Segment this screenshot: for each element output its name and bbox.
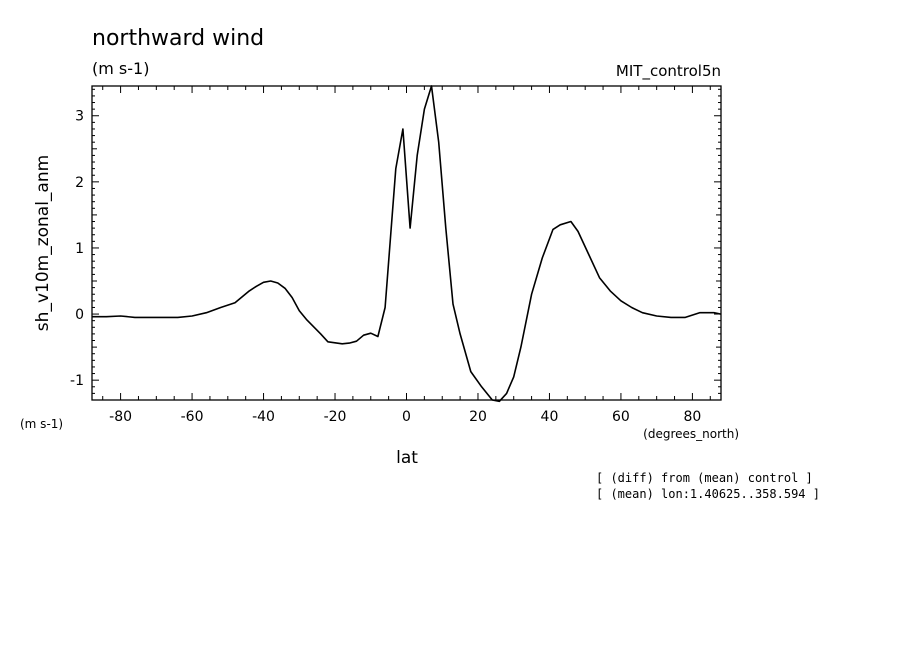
x-axis-label: lat <box>396 448 418 468</box>
x-tick-label: 20 <box>469 409 487 425</box>
y-tick-label: -1 <box>70 373 84 389</box>
x-tick-label: -80 <box>109 409 132 425</box>
plot-frame <box>91 85 722 401</box>
chart-subtitle: (m s-1) <box>92 59 149 78</box>
y-axis-label: sh_v10m_zonal_anm <box>33 155 53 331</box>
y-tick-label: 0 <box>75 307 84 323</box>
x-tick-label: -20 <box>324 409 347 425</box>
y-tick-label: 2 <box>75 175 84 191</box>
run-label: MIT_control5n <box>616 62 721 81</box>
y-axis-units: (m s-1) <box>20 417 63 431</box>
x-axis-units: (degrees_north) <box>643 427 739 441</box>
x-tick-label: -40 <box>252 409 275 425</box>
x-tick-label: -60 <box>181 409 204 425</box>
y-tick-label: 1 <box>75 241 84 257</box>
y-axis-ticks: -1 0 1 2 3 <box>70 88 721 394</box>
chart-title: northward wind <box>92 26 264 51</box>
x-tick-label: 80 <box>683 409 701 425</box>
x-tick-label: 60 <box>612 409 630 425</box>
x-tick-label: 0 <box>402 409 411 425</box>
series-line <box>92 85 722 403</box>
annotation-diff: [ (diff) from (mean) control ] <box>596 471 813 485</box>
y-tick-label: 3 <box>75 109 84 125</box>
x-tick-label: 40 <box>541 409 559 425</box>
x-axis-ticks: -80 -60 -40 -20 0 20 40 60 80 <box>102 86 711 425</box>
annotation-mean: [ (mean) lon:1.40625..358.594 ] <box>596 487 820 501</box>
